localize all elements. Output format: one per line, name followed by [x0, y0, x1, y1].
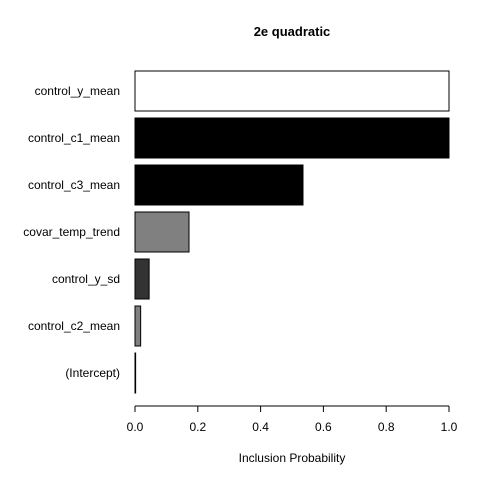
- bar-control-c2-mean: [134, 305, 142, 347]
- x-tick-label: 0.4: [252, 420, 269, 434]
- category-label: control_y_sd: [52, 272, 120, 286]
- category-label: control_c1_mean: [28, 131, 120, 145]
- chart-title: 2e quadratic: [254, 24, 331, 39]
- x-tick-label: 0.2: [189, 420, 206, 434]
- category-labels: control_y_mean control_c1_mean control_c3_…: [23, 84, 120, 380]
- bar-control-y-sd: [134, 258, 150, 300]
- bar-control-c3-mean: [134, 164, 304, 206]
- x-tick-label: 0.6: [315, 420, 332, 434]
- category-label: control_y_mean: [35, 84, 120, 98]
- bar-intercept: [134, 352, 137, 394]
- category-label: covar_temp_trend: [23, 225, 120, 239]
- bar-covar-temp-trend: [134, 211, 190, 253]
- x-tick-label: 1.0: [441, 420, 458, 434]
- x-tick-label: 0.0: [127, 420, 144, 434]
- category-label: control_c2_mean: [28, 319, 120, 333]
- bar-control-y-mean: [134, 70, 450, 112]
- x-axis-label: Inclusion Probability: [239, 451, 346, 465]
- bar-control-c1-mean: [134, 117, 450, 159]
- x-axis: 0.0 0.2 0.4 0.6 0.8 1.0: [127, 405, 458, 434]
- category-label: (Intercept): [65, 366, 120, 380]
- x-tick-label: 0.8: [378, 420, 395, 434]
- bars: [134, 70, 450, 394]
- category-label: control_c3_mean: [28, 178, 120, 192]
